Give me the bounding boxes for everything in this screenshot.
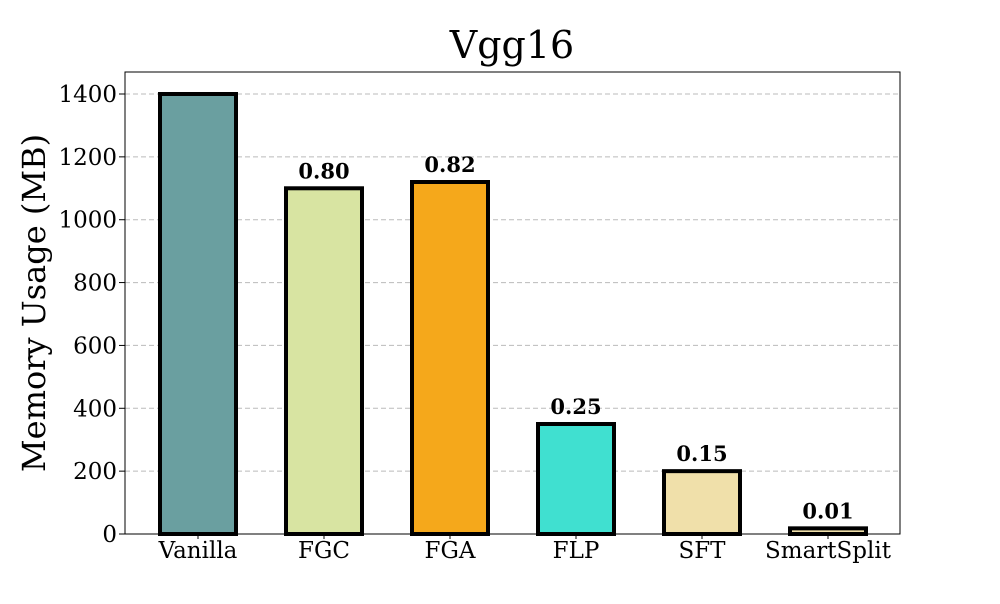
y-tick-label: 400 — [73, 396, 117, 422]
data-label: 0.25 — [550, 394, 601, 419]
y-tick-label: 1400 — [58, 82, 117, 108]
x-tick-label: FGC — [298, 538, 350, 564]
y-tick-label: 1000 — [58, 208, 117, 234]
bar-fga — [410, 180, 490, 536]
y-tick-label: 600 — [73, 333, 117, 359]
y-tick-label: 800 — [73, 271, 117, 297]
data-label: 0.01 — [802, 498, 853, 523]
bar-sft — [662, 469, 742, 536]
chart-title: Vgg16 — [449, 23, 574, 67]
bar-smartsplit — [788, 526, 868, 536]
x-tick-label: SmartSplit — [765, 538, 892, 564]
data-label: 0.82 — [424, 152, 475, 177]
x-axis-ticks: Vanilla FGC FGA FLP SFT SmartSplit — [158, 534, 892, 564]
y-tick-label: 1200 — [58, 145, 117, 171]
data-labels: 0.80 0.82 0.25 0.15 0.01 — [298, 152, 853, 523]
x-tick-label: FLP — [553, 538, 600, 564]
y-tick-label: 200 — [73, 459, 117, 485]
x-tick-label: FGA — [425, 538, 476, 564]
x-tick-label: SFT — [678, 538, 726, 564]
y-axis-label: Memory Usage (MB) — [15, 134, 53, 472]
plot-frame — [124, 71, 901, 535]
bar-flp — [536, 422, 616, 536]
bar-vanilla — [158, 92, 238, 536]
bar-fgc — [284, 186, 364, 537]
y-axis-ticks: 0 200 400 600 800 1000 1200 1400 — [58, 82, 125, 548]
y-tick-label: 0 — [102, 522, 117, 548]
data-label: 0.15 — [676, 441, 727, 466]
x-tick-label: Vanilla — [158, 538, 238, 564]
data-label: 0.80 — [298, 158, 349, 183]
